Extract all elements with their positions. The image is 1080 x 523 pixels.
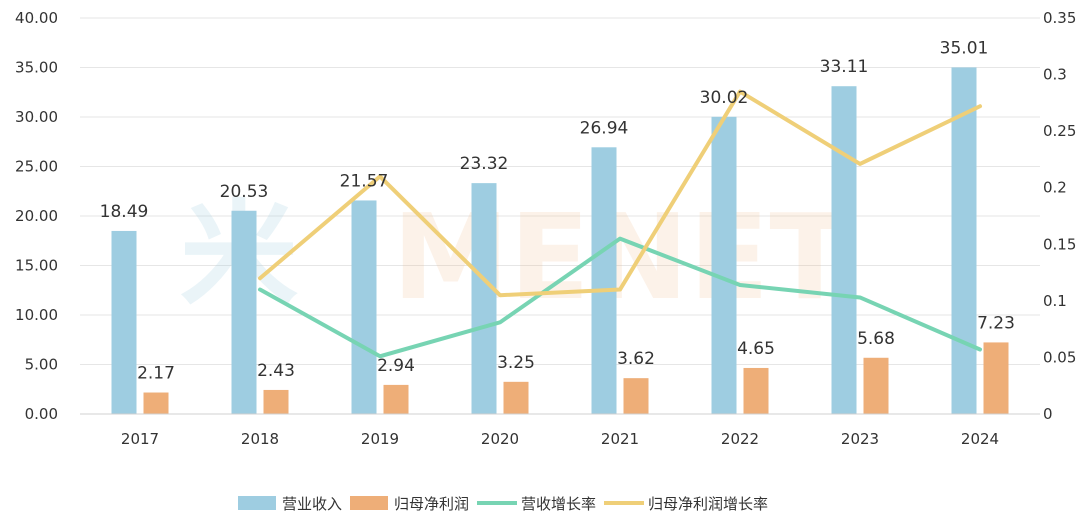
left-axis-tick-label: 10.00 xyxy=(15,306,58,324)
left-axis-tick-label: 25.00 xyxy=(15,158,58,176)
left-axis-tick-label: 5.00 xyxy=(25,356,58,374)
x-axis-category-label: 2024 xyxy=(961,430,999,448)
profit-bar-label: 2.43 xyxy=(257,361,295,381)
x-axis-category-label: 2023 xyxy=(841,430,879,448)
data-labels: 18.49 20.53 21.57 23.32 26.94 30.02 33.11 35.01… xyxy=(100,38,1015,383)
revenue-bar xyxy=(831,86,857,414)
revenue-bar-label: 23.32 xyxy=(460,154,509,174)
left-axis-tick-label: 0.00 xyxy=(25,405,58,423)
profit-bar xyxy=(863,357,889,414)
profit-bar xyxy=(383,384,409,414)
right-axis-tick-label: 0.25 xyxy=(1043,122,1076,140)
watermark-text: MENET xyxy=(392,188,850,326)
profit-bar-label: 7.23 xyxy=(977,313,1015,333)
legend-entry: 归母净利润增长率 xyxy=(604,495,768,513)
revenue-bar xyxy=(111,230,137,414)
legend-label: 归母净利润 xyxy=(394,495,469,513)
profit-bar-label: 3.62 xyxy=(617,349,655,369)
right-axis-tick-label: 0 xyxy=(1043,405,1053,423)
profit-bar-label: 4.65 xyxy=(737,339,775,359)
legend-swatch xyxy=(350,496,388,510)
revenue-bar-label: 18.49 xyxy=(100,202,149,222)
axes: 0.00 5.00 10.00 15.00 20.00 25.00 30.00 35.00 40… xyxy=(15,9,1076,448)
revenue-bar-label: 35.01 xyxy=(940,38,989,58)
profit-bar-label: 2.94 xyxy=(377,356,415,376)
x-axis-category-label: 2021 xyxy=(601,430,639,448)
left-axis-tick-label: 30.00 xyxy=(15,108,58,126)
x-axis-category-label: 2019 xyxy=(361,430,399,448)
legend-label: 归母净利润增长率 xyxy=(648,495,768,513)
profit-bar xyxy=(623,378,649,414)
profit-bar-label: 2.17 xyxy=(137,364,175,384)
left-axis-tick-label: 20.00 xyxy=(15,207,58,225)
profit-bar xyxy=(263,389,289,414)
x-axis-category-label: 2018 xyxy=(241,430,279,448)
left-axis-tick-label: 35.00 xyxy=(15,59,58,77)
legend: 营业收入 归母净利润 营收增长率 归母净利润增长率 xyxy=(238,495,768,513)
profit-bar-label: 5.68 xyxy=(857,329,895,349)
revenue-bar xyxy=(591,147,617,414)
watermark: 米 MENET xyxy=(180,188,850,326)
revenue-bar xyxy=(951,67,977,414)
left-axis-tick-label: 40.00 xyxy=(15,9,58,27)
profit-bar xyxy=(983,342,1009,414)
profit-bar xyxy=(143,392,169,414)
right-axis-tick-label: 0.15 xyxy=(1043,235,1076,253)
right-axis-tick-label: 0.1 xyxy=(1043,292,1067,310)
profit-bar xyxy=(743,367,769,414)
revenue-bar-label: 21.57 xyxy=(340,171,389,191)
right-axis-tick-label: 0.3 xyxy=(1043,66,1067,84)
legend-swatch xyxy=(238,496,276,510)
legend-entry: 归母净利润 xyxy=(350,495,469,513)
left-axis-tick-label: 15.00 xyxy=(15,257,58,275)
legend-entry: 营收增长率 xyxy=(477,495,596,513)
profit-bar xyxy=(503,381,529,414)
profit-bar-label: 3.25 xyxy=(497,353,535,373)
revenue-bar-label: 26.94 xyxy=(580,118,629,138)
right-axis-tick-label: 0.2 xyxy=(1043,179,1067,197)
revenue-bar xyxy=(471,183,497,414)
revenue-bar-label: 30.02 xyxy=(700,88,749,108)
revenue-bar-label: 20.53 xyxy=(220,182,269,202)
bars xyxy=(111,67,1009,414)
legend-label: 营业收入 xyxy=(282,495,342,513)
legend-entry: 营业收入 xyxy=(238,495,342,513)
x-axis-category-label: 2017 xyxy=(121,430,159,448)
right-axis-tick-label: 0.35 xyxy=(1043,9,1076,27)
revenue-bar-label: 33.11 xyxy=(820,57,869,77)
revenue-bar xyxy=(351,200,377,414)
x-axis-category-label: 2020 xyxy=(481,430,519,448)
lines xyxy=(258,89,982,359)
revenue-bar xyxy=(711,116,737,414)
revenue-bar xyxy=(231,210,257,414)
legend-label: 营收增长率 xyxy=(521,495,596,513)
right-axis-tick-label: 0.05 xyxy=(1043,348,1076,366)
x-axis-category-label: 2022 xyxy=(721,430,759,448)
